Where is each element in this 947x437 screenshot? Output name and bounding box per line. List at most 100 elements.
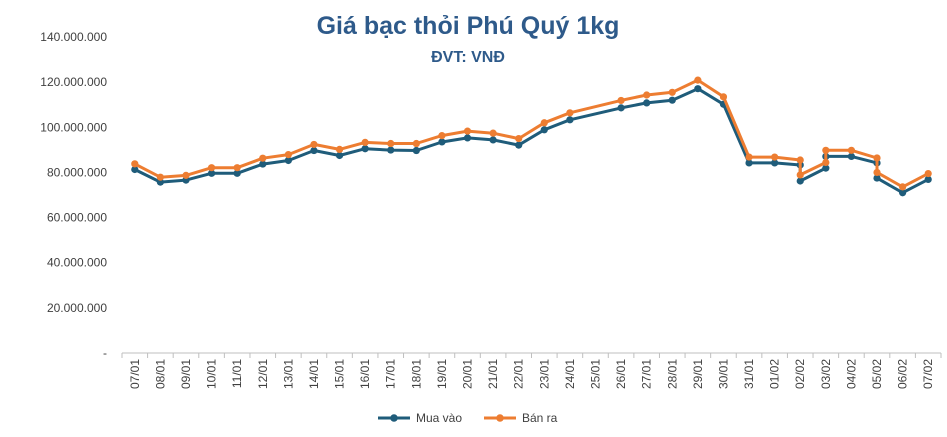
y-tick-label: 120.000.000 bbox=[40, 75, 107, 89]
series-2-point bbox=[489, 129, 497, 137]
series-2-point bbox=[719, 93, 728, 101]
series-2-point bbox=[156, 173, 164, 181]
series-1-point bbox=[643, 99, 651, 107]
series-1-point bbox=[617, 104, 625, 112]
series-1-point bbox=[924, 175, 932, 184]
series-2-point bbox=[335, 145, 344, 154]
x-tick-label: 03/02 bbox=[819, 359, 833, 389]
x-tick-label: 23/01 bbox=[537, 359, 551, 389]
x-tick-label: 01/02 bbox=[768, 359, 782, 389]
y-tick-label: 140.000.000 bbox=[40, 30, 107, 44]
x-tick-label: 21/01 bbox=[486, 359, 500, 389]
series-2-point bbox=[822, 146, 830, 154]
series-1-point bbox=[335, 151, 344, 160]
legend-label-1: Mua vào bbox=[416, 411, 462, 425]
series-1-point bbox=[847, 152, 856, 161]
x-tick-label: 31/01 bbox=[742, 359, 756, 389]
series-2-point bbox=[515, 134, 523, 143]
y-tick-label: 20.000.000 bbox=[47, 301, 107, 315]
y-tick-label: - bbox=[103, 346, 107, 360]
series-2-point bbox=[796, 171, 804, 179]
series-2-point bbox=[899, 183, 907, 191]
x-tick-label: 06/02 bbox=[896, 359, 910, 389]
series-2-point bbox=[207, 164, 216, 172]
series-2-point bbox=[463, 127, 472, 135]
x-tick-label: 11/01 bbox=[230, 359, 244, 388]
series-line-2 bbox=[134, 78, 929, 189]
legend-marker-1 bbox=[390, 414, 398, 422]
series-2-point bbox=[822, 158, 830, 167]
series-1-point bbox=[156, 178, 164, 186]
series-2-point bbox=[259, 154, 267, 162]
series-1-point bbox=[796, 177, 804, 185]
chart-subtitle: ĐVT: VNĐ bbox=[431, 49, 505, 66]
legend: Mua vào Bán ra bbox=[378, 411, 558, 425]
series-1-point bbox=[233, 169, 241, 177]
y-tick-label: 40.000.000 bbox=[47, 256, 107, 270]
series-1-point bbox=[822, 164, 830, 172]
series-1-point bbox=[489, 136, 497, 144]
series-1-point bbox=[771, 159, 779, 167]
series-1-point bbox=[540, 126, 548, 134]
x-tick-label: 05/02 bbox=[870, 359, 884, 389]
series-2-point bbox=[131, 160, 139, 168]
series-1-point bbox=[310, 146, 318, 155]
series-2-point bbox=[310, 140, 318, 149]
x-tick-label: 27/01 bbox=[640, 359, 654, 389]
series-1-point bbox=[284, 156, 292, 165]
series-1-point bbox=[463, 134, 472, 142]
series-2-point bbox=[796, 156, 804, 164]
series-2-point bbox=[387, 139, 395, 148]
series-2-point bbox=[412, 139, 420, 148]
x-tick-label: 02/02 bbox=[793, 359, 807, 389]
series-1-point bbox=[899, 189, 907, 197]
series-line-1 bbox=[134, 87, 929, 195]
x-tick-label: 24/01 bbox=[563, 359, 577, 389]
series-2-point bbox=[771, 153, 779, 161]
y-axis: - 20.000.000 40.000.000 60.000.000 80.000.00… bbox=[40, 30, 107, 360]
series-1-point bbox=[207, 169, 216, 177]
series-1-point bbox=[873, 174, 881, 182]
x-tick-label: 18/01 bbox=[409, 359, 423, 389]
series-2-point bbox=[643, 91, 651, 99]
series-1-point bbox=[361, 145, 369, 153]
x-tick-label: 08/01 bbox=[153, 359, 167, 389]
x-tick-label: 07/02 bbox=[921, 359, 935, 389]
series-1-point bbox=[515, 141, 523, 149]
series-1-point bbox=[387, 146, 395, 154]
x-tick-label: 13/01 bbox=[281, 359, 295, 389]
legend-marker-2 bbox=[496, 414, 504, 422]
series-1-point bbox=[566, 116, 574, 124]
chart-title: Giá bạc thỏi Phú Quý 1kg bbox=[317, 12, 620, 40]
series-2-point bbox=[617, 96, 625, 105]
series-1-point bbox=[694, 85, 702, 93]
x-tick-label: 30/01 bbox=[716, 359, 730, 389]
x-tick-label: 25/01 bbox=[588, 359, 602, 389]
series-1-point bbox=[668, 96, 676, 104]
series-1-point bbox=[259, 160, 267, 168]
series-1-point bbox=[412, 146, 420, 155]
series-2-point bbox=[182, 171, 190, 179]
x-tick-label: 10/01 bbox=[205, 359, 219, 389]
x-tick-label: 19/01 bbox=[435, 359, 449, 389]
x-tick-label: 12/01 bbox=[256, 359, 270, 389]
x-tick-label: 14/01 bbox=[307, 359, 321, 389]
x-tick-label: 16/01 bbox=[358, 359, 372, 389]
series-1-point bbox=[131, 165, 139, 174]
series-2-point bbox=[847, 146, 856, 154]
series-2-point bbox=[361, 138, 369, 147]
series-2-point bbox=[233, 164, 241, 172]
series-2-point bbox=[668, 88, 676, 96]
y-tick-label: 80.000.000 bbox=[47, 165, 107, 179]
x-tick-label: 09/01 bbox=[179, 359, 193, 389]
series-2-point bbox=[873, 168, 881, 177]
x-tick-label: 04/02 bbox=[844, 359, 858, 389]
x-axis: 07/01 08/01 09/01 10/01 11/01 12/01 13/01 14/01… bbox=[121, 352, 942, 389]
x-tick-label: 20/01 bbox=[461, 359, 475, 389]
x-tick-label: 15/01 bbox=[333, 359, 347, 389]
series-2-point bbox=[745, 153, 753, 161]
series-2-point bbox=[566, 109, 574, 117]
y-tick-label: 100.000.000 bbox=[40, 120, 107, 134]
series-2-point bbox=[694, 76, 702, 84]
